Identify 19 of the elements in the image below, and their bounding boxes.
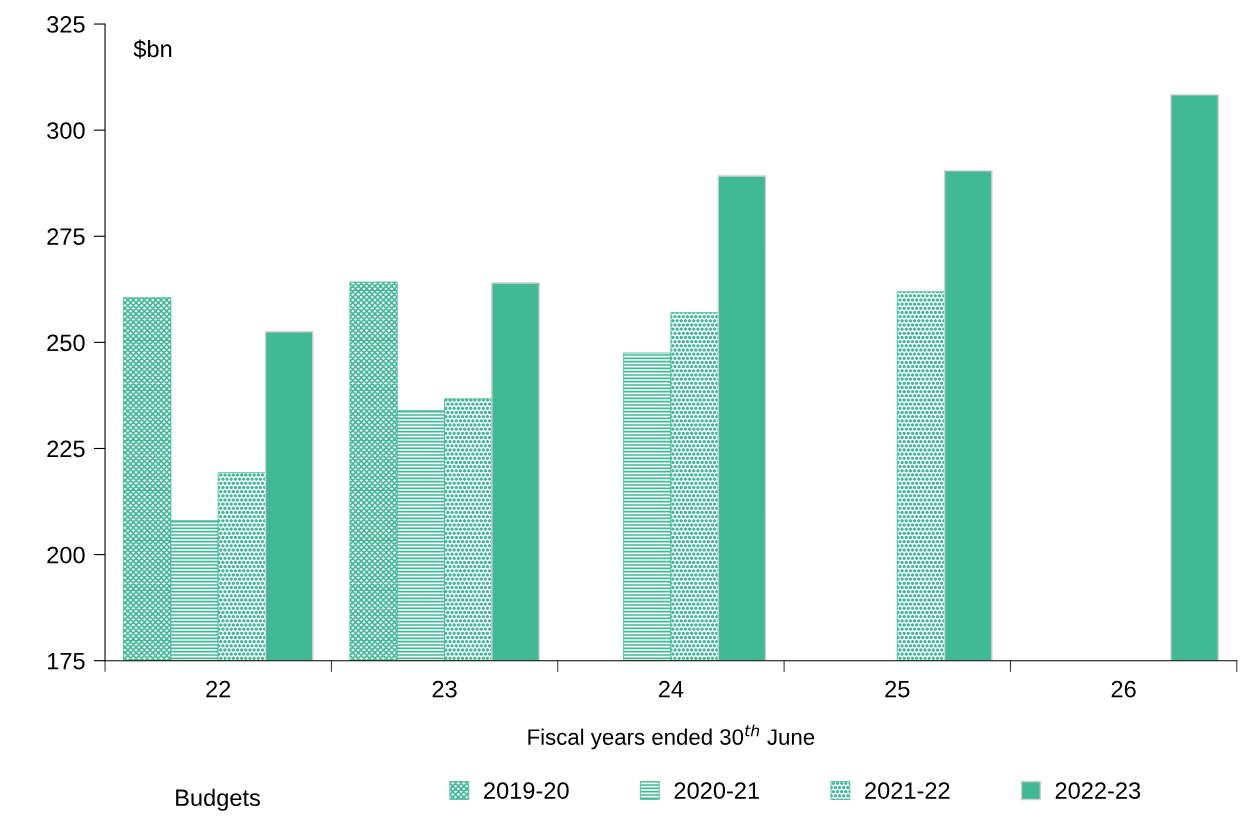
x-tick-label: 24 [658,680,684,698]
legend-title: Budgets [176,788,260,811]
y-tick-label: 275 [47,228,85,246]
x-tick-label: 23 [432,680,457,698]
y-tick-label: 250 [47,334,85,352]
y-tick-label: 325 [47,16,85,33]
legend-label: 2022-23 [1055,782,1141,799]
x-axis-title: Fiscal years ended 30$^{th}$ June [528,724,815,750]
legend-label: 2020-21 [674,782,759,799]
y-tick-label: 300 [47,122,85,139]
y-tick-label: 200 [47,546,85,564]
y-axis-title: $bn [133,39,172,59]
legend-label: 2019-20 [484,782,569,799]
x-tick-label: 26 [1111,680,1136,698]
legend-label: 2021-22 [865,782,950,799]
x-tick-label: 25 [885,680,910,698]
x-tick-label: 22 [206,680,231,698]
y-tick-label: 225 [47,440,85,458]
y-tick-label: 175 [48,653,85,670]
